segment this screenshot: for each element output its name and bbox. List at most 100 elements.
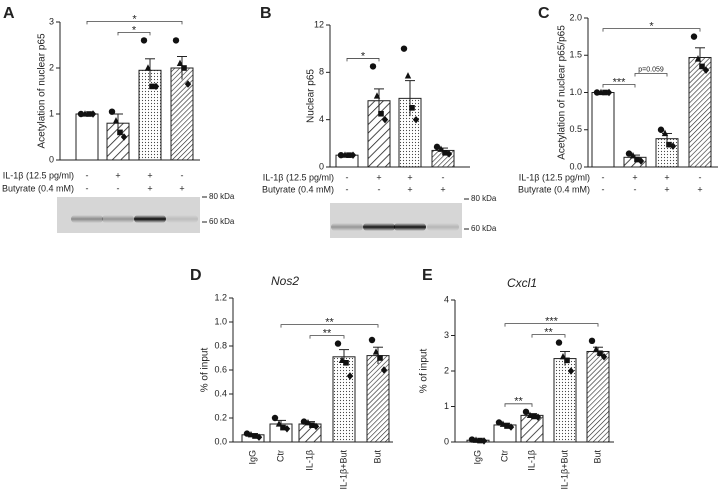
data-point — [378, 110, 384, 117]
significance-label: * — [361, 50, 366, 62]
data-point — [334, 340, 342, 347]
data-point — [699, 63, 705, 70]
y-tick-label: 1.0 — [214, 316, 227, 326]
panel-letter: C — [538, 5, 550, 22]
data-point — [637, 157, 645, 165]
blot-band — [134, 215, 166, 223]
treatment-label: IL-1β (12.5 pg/ml) — [263, 172, 334, 182]
y-tick-label: 1.0 — [569, 87, 582, 97]
y-tick-label: 4 — [319, 114, 324, 124]
y-tick-label: 1.2 — [214, 292, 227, 302]
y-tick-label: 0 — [49, 154, 54, 164]
treatment-sign: - — [117, 183, 120, 193]
western-blot — [330, 203, 462, 238]
data-point — [602, 89, 608, 96]
treatment-sign: - — [86, 170, 89, 180]
y-tick-label: 0.6 — [214, 364, 227, 374]
data-point — [588, 337, 596, 345]
data-point — [271, 414, 279, 422]
y-axis-label: Acetylation of nuclear p65 — [37, 33, 48, 149]
data-point — [522, 408, 530, 416]
y-tick-label: 2.0 — [569, 12, 582, 22]
y-axis-label: Nuclear p65 — [306, 69, 317, 123]
bar — [688, 56, 712, 168]
blot-band — [331, 223, 363, 231]
data-point — [377, 355, 383, 361]
bar — [591, 92, 615, 168]
treatment-sign: - — [442, 172, 445, 182]
data-point — [555, 339, 563, 346]
data-point — [442, 150, 448, 156]
data-point — [480, 437, 488, 445]
y-axis-label: % of input — [200, 348, 211, 393]
data-point — [534, 413, 542, 421]
data-point — [346, 152, 352, 158]
y-tick-label: 0 — [319, 161, 324, 171]
y-tick-label: 1 — [444, 401, 449, 411]
data-point — [373, 92, 381, 99]
chart-title: Nos2 — [271, 274, 299, 288]
data-point — [255, 433, 263, 441]
data-point — [433, 143, 441, 151]
y-axis-label: % of input — [419, 349, 430, 394]
data-point — [381, 115, 389, 124]
blot-band — [363, 223, 395, 231]
significance-bracket — [602, 28, 701, 32]
significance-label: ** — [544, 327, 553, 339]
x-tick-label: Ctr — [499, 450, 509, 462]
treatment-sign: - — [602, 184, 605, 194]
panel-letter: B — [260, 5, 272, 22]
data-point — [625, 150, 633, 157]
y-tick-label: 2 — [444, 365, 449, 375]
treatment-label: Butyrate (0.4 mM) — [518, 184, 590, 194]
data-point — [184, 80, 192, 88]
blot-marker-label: 60 kDa — [209, 217, 235, 226]
treatment-sign: + — [664, 184, 669, 194]
bar — [586, 350, 610, 443]
significance-bracket — [346, 58, 380, 62]
chart-title: Cxcl1 — [507, 276, 537, 290]
x-tick-label: IL-1β — [304, 450, 314, 471]
y-tick-label: 8 — [319, 67, 324, 77]
y-axis-label: Acetylation of nuclear p65/p65 — [557, 25, 568, 160]
treatment-label: IL-1β (12.5 pg/ml) — [519, 172, 590, 182]
y-tick-label: 0.0 — [569, 161, 582, 171]
data-point — [690, 33, 698, 40]
significance-bracket — [504, 403, 533, 407]
data-point — [531, 413, 537, 420]
data-point — [300, 418, 308, 425]
panel-letter: E — [422, 267, 433, 284]
data-point — [120, 133, 128, 141]
blot-band — [394, 223, 426, 231]
treatment-sign: - — [602, 172, 605, 182]
data-point — [468, 436, 476, 443]
y-tick-label: 0.4 — [214, 388, 227, 398]
data-point — [666, 141, 672, 148]
blot-marker-label: 60 kDa — [471, 224, 497, 233]
treatment-sign: + — [697, 184, 702, 194]
data-point — [349, 151, 357, 159]
data-point — [280, 424, 286, 431]
bar — [170, 67, 194, 161]
y-tick-label: 3 — [49, 16, 54, 26]
treatment-label: IL-1β (12.5 pg/ml) — [3, 170, 74, 180]
significance-bracket — [309, 335, 345, 339]
data-point — [445, 150, 453, 158]
data-point — [252, 433, 258, 439]
treatment-sign: + — [179, 183, 184, 193]
data-point — [495, 419, 503, 426]
significance-label: ** — [325, 317, 334, 329]
x-tick-label: IgG — [247, 450, 257, 465]
blot-marker-label: 80 kDa — [209, 192, 235, 201]
treatment-sign: + — [147, 170, 152, 180]
x-tick-label: But — [592, 450, 602, 464]
data-point — [477, 437, 483, 444]
y-tick-label: 2 — [49, 62, 54, 72]
treatment-sign: + — [407, 184, 412, 194]
y-tick-label: 0.2 — [214, 412, 227, 422]
x-tick-label: But — [372, 450, 382, 464]
data-point — [309, 422, 315, 428]
panel-letter: D — [190, 267, 202, 284]
bar — [75, 113, 99, 161]
